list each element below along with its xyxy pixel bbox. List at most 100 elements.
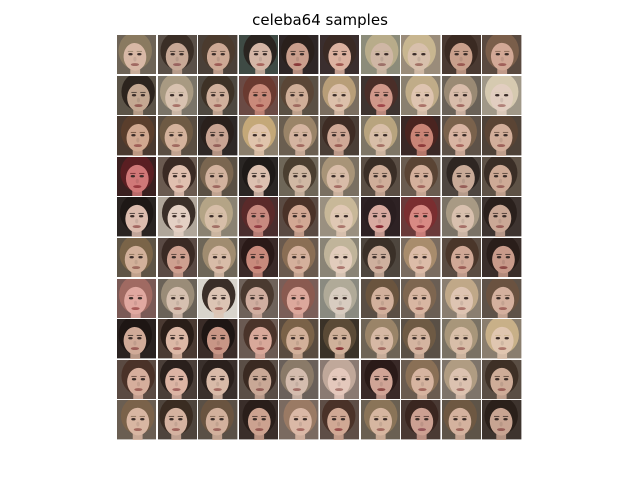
right-brow: [180, 213, 186, 215]
right-eye: [299, 377, 304, 381]
left-eye: [131, 134, 136, 137]
mouth: [131, 306, 140, 310]
mouth: [295, 225, 304, 229]
right-eye: [258, 296, 264, 299]
face: [125, 205, 149, 233]
left-brow: [412, 335, 418, 337]
mouth: [174, 184, 184, 188]
left-brow: [495, 50, 501, 52]
face: [490, 367, 514, 396]
right-eye: [383, 337, 389, 340]
nose: [499, 137, 504, 143]
right-eye: [140, 93, 146, 96]
sample-tile: [401, 75, 441, 115]
left-brow: [331, 132, 337, 134]
right-brow: [504, 50, 510, 52]
sample-tile: [157, 156, 197, 197]
left-brow: [374, 335, 380, 337]
nose: [418, 300, 422, 306]
nose: [215, 422, 219, 427]
right-brow: [503, 132, 509, 134]
mouth: [457, 266, 467, 270]
left-eye: [332, 93, 337, 96]
left-eye: [373, 418, 379, 421]
left-brow: [210, 132, 216, 134]
nose: [338, 300, 342, 306]
nose: [216, 381, 220, 387]
face: [205, 408, 229, 436]
right-eye: [181, 174, 186, 178]
mouth: [337, 225, 346, 229]
right-brow: [177, 375, 184, 377]
right-eye: [383, 93, 388, 96]
face: [491, 42, 515, 71]
right-brow: [339, 172, 346, 174]
sample-tile: [117, 116, 157, 156]
left-brow: [130, 132, 137, 134]
sample-tile: [401, 359, 441, 400]
nose: [499, 422, 504, 427]
face: [165, 286, 189, 315]
face: [367, 205, 391, 233]
face: [367, 245, 390, 274]
left-brow: [494, 375, 501, 377]
left-eye: [171, 215, 177, 218]
left-brow: [250, 253, 256, 255]
mouth: [134, 387, 143, 391]
sample-tile: [441, 238, 482, 278]
mouth: [133, 428, 143, 432]
mouth: [496, 184, 506, 188]
right-eye: [461, 134, 467, 137]
right-brow: [220, 50, 226, 52]
nose: [214, 219, 218, 224]
sample-tile: [198, 35, 238, 75]
sample-tile: [198, 75, 238, 115]
nose: [135, 219, 139, 224]
sample-tile: [360, 400, 400, 440]
left-brow: [290, 335, 297, 337]
mouth: [131, 266, 141, 270]
right-brow: [420, 335, 427, 337]
nose: [298, 219, 302, 224]
nose: [174, 381, 178, 387]
mouth: [213, 144, 222, 148]
right-brow: [340, 375, 347, 377]
right-eye: [259, 256, 264, 259]
right-brow: [138, 213, 144, 215]
mouth: [214, 63, 223, 67]
left-brow: [127, 335, 134, 337]
right-eye: [382, 418, 387, 421]
face: [330, 205, 353, 233]
face: [124, 245, 148, 274]
sample-tile: [238, 35, 279, 75]
left-brow: [373, 375, 380, 377]
mouth: [171, 144, 180, 148]
left-eye: [495, 377, 500, 381]
left-brow: [412, 50, 418, 52]
right-brow: [423, 172, 429, 174]
nose: [459, 340, 463, 346]
right-brow: [382, 91, 388, 93]
right-eye: [300, 337, 305, 340]
nose: [458, 422, 462, 427]
face: [449, 327, 473, 355]
mouth: [253, 266, 262, 270]
left-brow: [210, 416, 216, 418]
sample-tile: [157, 116, 197, 156]
nose: [337, 97, 341, 103]
nose: [258, 56, 262, 62]
sample-tile: [320, 319, 360, 359]
face: [288, 205, 312, 233]
mouth: [133, 144, 143, 148]
right-eye: [140, 134, 145, 137]
face: [492, 245, 516, 274]
face: [208, 245, 231, 274]
sample-tile: [320, 156, 360, 197]
mouth: [293, 103, 302, 107]
sample-tile: [117, 35, 157, 75]
left-brow: [371, 253, 377, 255]
right-brow: [258, 294, 264, 296]
sample-tile: [320, 278, 360, 318]
nose: [174, 97, 178, 103]
mouth: [296, 428, 305, 432]
